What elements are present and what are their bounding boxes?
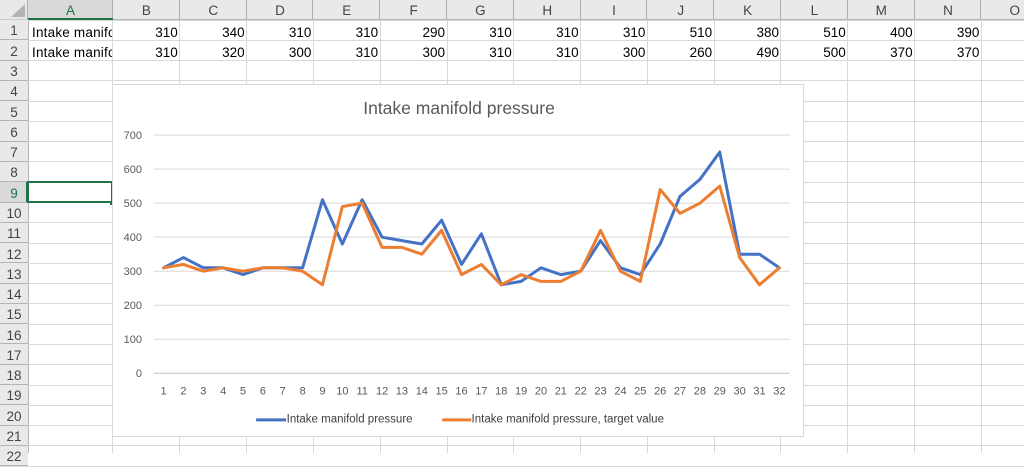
svg-text:11: 11 xyxy=(356,385,367,397)
svg-text:600: 600 xyxy=(124,164,142,176)
svg-text:5: 5 xyxy=(240,385,246,397)
svg-text:7: 7 xyxy=(280,385,286,397)
svg-text:700: 700 xyxy=(124,130,142,142)
svg-text:15: 15 xyxy=(436,385,448,397)
svg-text:23: 23 xyxy=(594,385,606,397)
svg-text:25: 25 xyxy=(634,385,646,397)
svg-text:6: 6 xyxy=(260,385,266,397)
svg-text:3: 3 xyxy=(200,385,206,397)
svg-text:14: 14 xyxy=(416,385,428,397)
svg-text:24: 24 xyxy=(614,385,626,397)
svg-text:18: 18 xyxy=(495,385,507,397)
svg-text:26: 26 xyxy=(654,385,666,397)
svg-text:16: 16 xyxy=(455,385,467,397)
svg-text:19: 19 xyxy=(515,385,527,397)
svg-text:0: 0 xyxy=(136,368,142,380)
svg-text:30: 30 xyxy=(734,385,746,397)
svg-text:200: 200 xyxy=(124,300,142,312)
svg-text:4: 4 xyxy=(220,385,226,397)
svg-text:12: 12 xyxy=(376,385,388,397)
svg-text:31: 31 xyxy=(753,385,765,397)
svg-text:29: 29 xyxy=(714,385,726,397)
svg-text:10: 10 xyxy=(336,385,348,397)
svg-text:27: 27 xyxy=(674,385,686,397)
svg-text:20: 20 xyxy=(535,385,547,397)
svg-text:22: 22 xyxy=(575,385,587,397)
svg-text:17: 17 xyxy=(475,385,487,397)
svg-text:21: 21 xyxy=(555,385,567,397)
svg-text:400: 400 xyxy=(124,232,142,244)
svg-text:9: 9 xyxy=(319,385,325,397)
svg-text:Intake manifold pressure: Intake manifold pressure xyxy=(363,98,555,118)
svg-text:Intake manifold pressure, targ: Intake manifold pressure, target value xyxy=(472,413,664,425)
svg-text:13: 13 xyxy=(396,385,408,397)
svg-text:32: 32 xyxy=(773,385,785,397)
svg-text:2: 2 xyxy=(180,385,186,397)
svg-text:300: 300 xyxy=(124,266,142,278)
svg-text:1: 1 xyxy=(160,385,166,397)
svg-text:8: 8 xyxy=(300,385,306,397)
svg-text:100: 100 xyxy=(124,334,142,346)
svg-text:Intake manifold pressure: Intake manifold pressure xyxy=(287,413,413,425)
svg-text:28: 28 xyxy=(694,385,706,397)
svg-text:500: 500 xyxy=(124,198,142,210)
